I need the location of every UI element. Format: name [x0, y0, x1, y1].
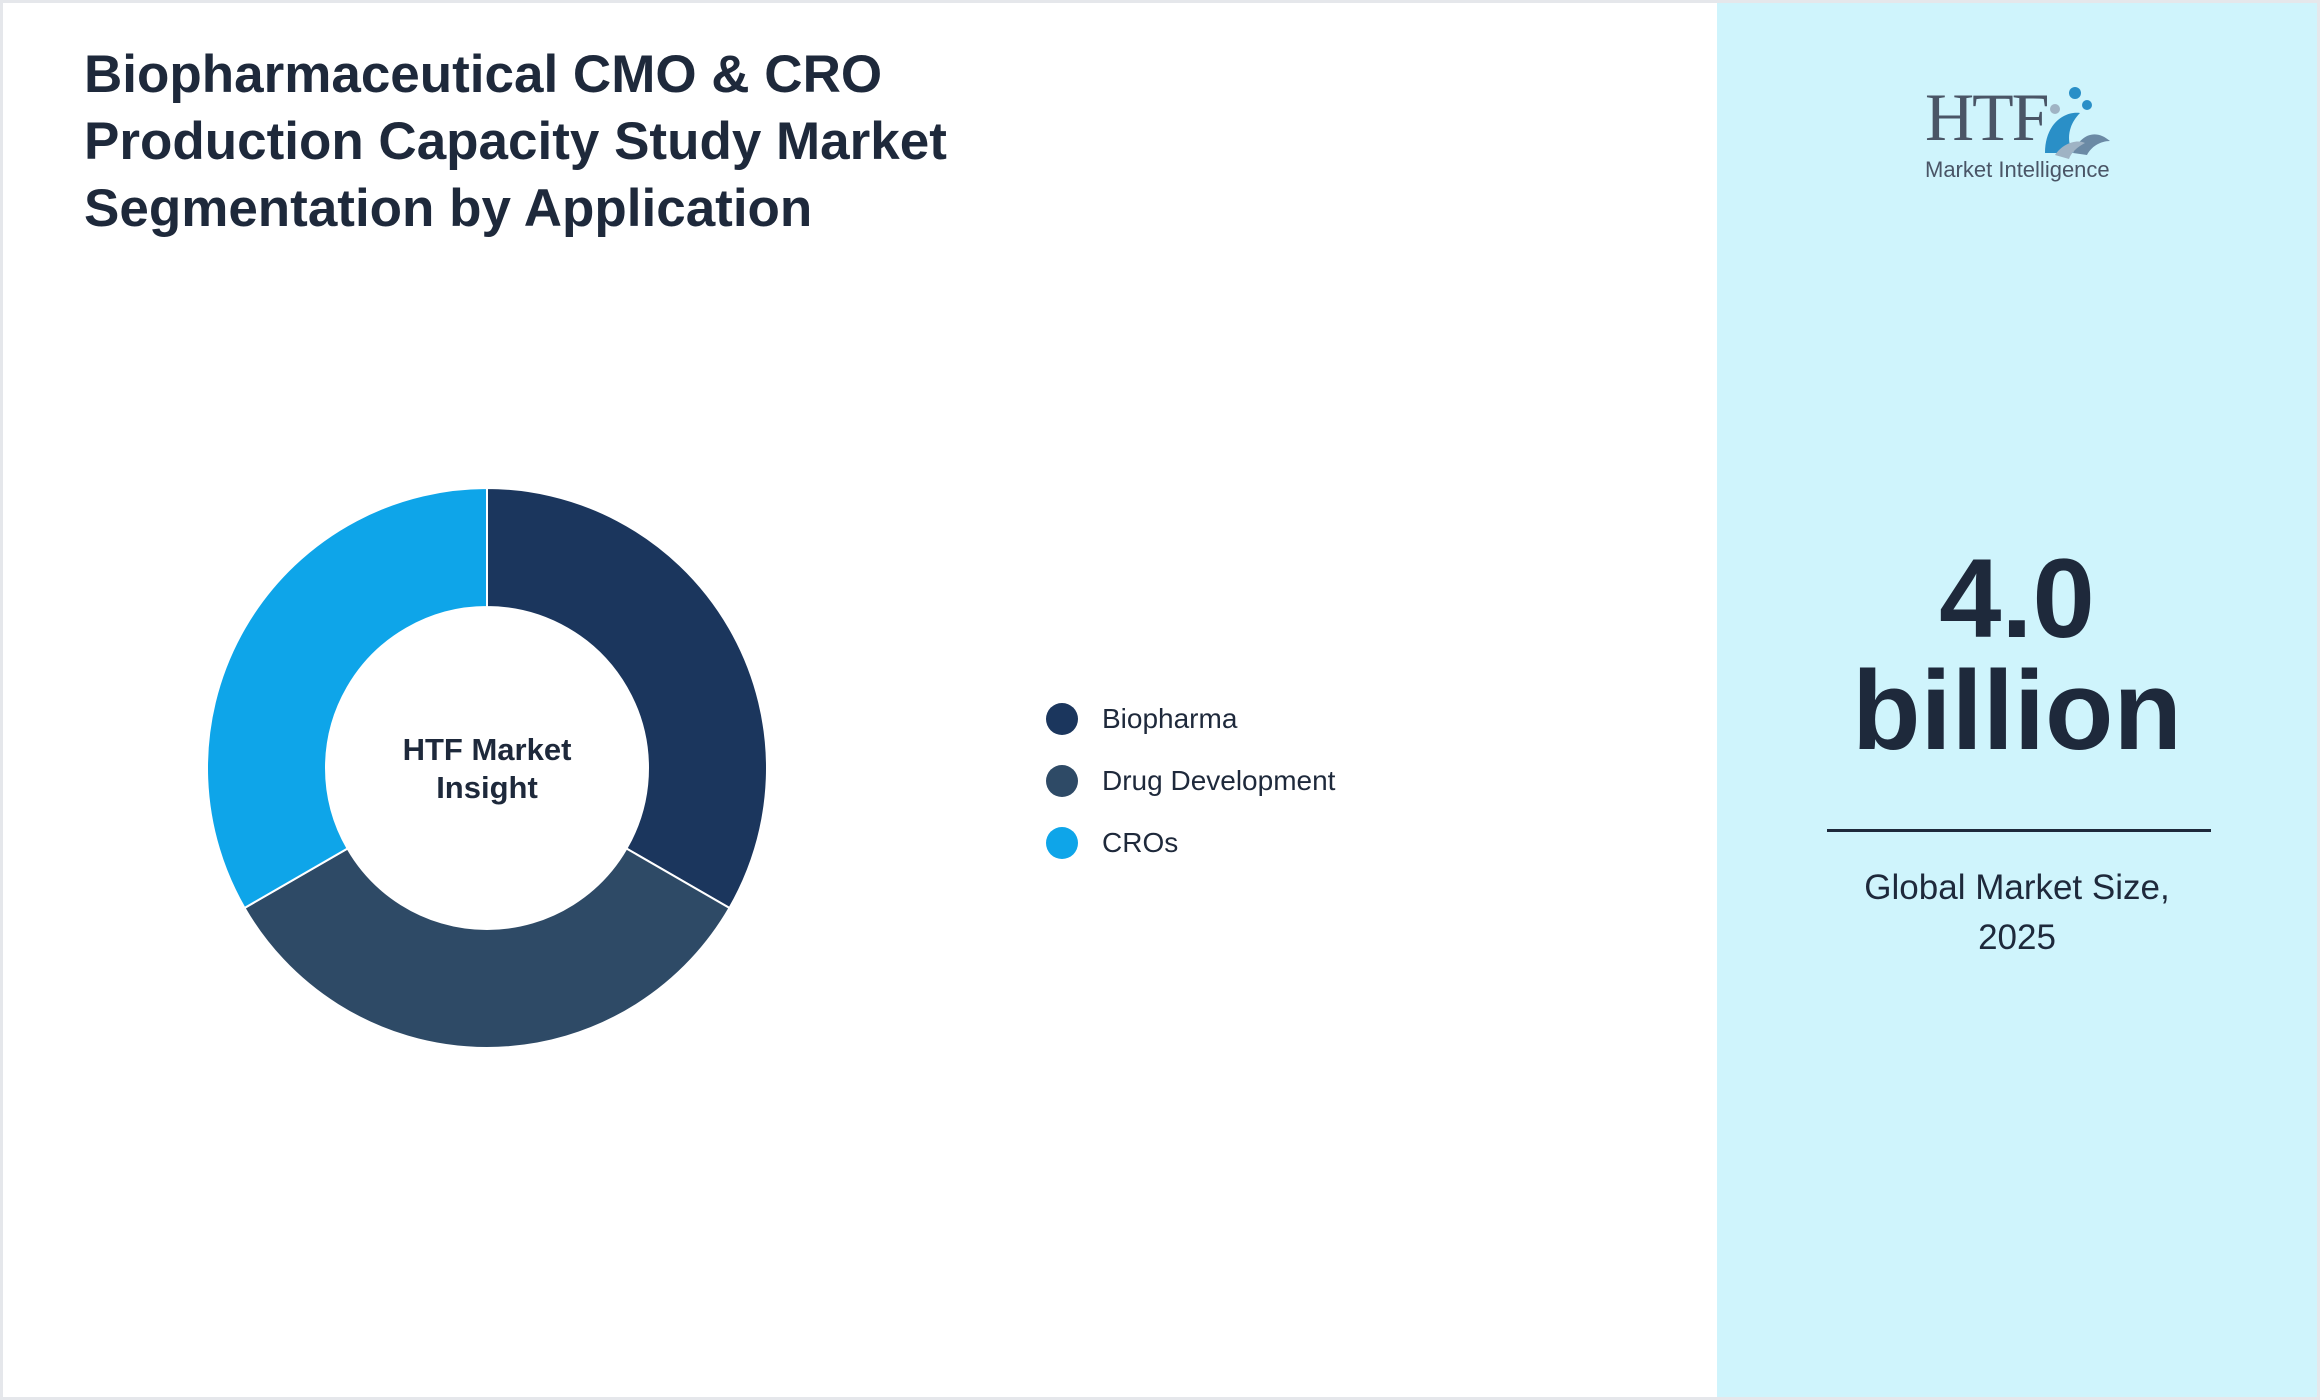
donut-center-label: HTF Market: [403, 732, 572, 767]
market-size-value: 4.0 billion: [1717, 543, 2317, 767]
legend-item: CROs: [1046, 812, 1335, 874]
market-size-caption-line: 2025: [1978, 918, 2056, 957]
chart-panel: Biopharmaceutical CMO & CRO Production C…: [3, 3, 1717, 1397]
page-title: Biopharmaceutical CMO & CRO Production C…: [84, 45, 947, 238]
legend-swatch: [1046, 827, 1078, 859]
divider: [1827, 829, 2211, 832]
legend-label: Drug Development: [1102, 765, 1336, 796]
legend-label: CROs: [1102, 827, 1179, 858]
logo-tagline: Market Intelligence: [1925, 157, 2110, 182]
legend-item: Drug Development: [1046, 750, 1335, 812]
donut-slice-cros: [206, 486, 488, 910]
logo-wordmark: HTF: [1925, 79, 2049, 155]
htf-logo: HTF Market Intelligence: [1925, 81, 2115, 191]
donut-slice-biopharma: [486, 486, 768, 910]
market-size-value-line: billion: [1852, 648, 2182, 773]
donut-slice-drug-development: [243, 847, 731, 1049]
market-size-panel: HTF Market Intelligence 4.0 billion Globa…: [1717, 3, 2317, 1397]
legend-item: Biopharma: [1046, 688, 1335, 750]
market-size-caption: Global Market Size, 2025: [1717, 863, 2317, 963]
legend-label: Biopharma: [1102, 703, 1238, 734]
market-size-value-line: 4.0: [1939, 536, 2095, 661]
legend-swatch: [1046, 765, 1078, 797]
logo-figures-icon: [2045, 87, 2110, 159]
chart-legend: Biopharma Drug Development CROs: [1046, 688, 1335, 874]
market-size-caption-line: Global Market Size,: [1864, 868, 2170, 907]
legend-swatch: [1046, 703, 1078, 735]
donut-center-label: Insight: [436, 770, 538, 805]
